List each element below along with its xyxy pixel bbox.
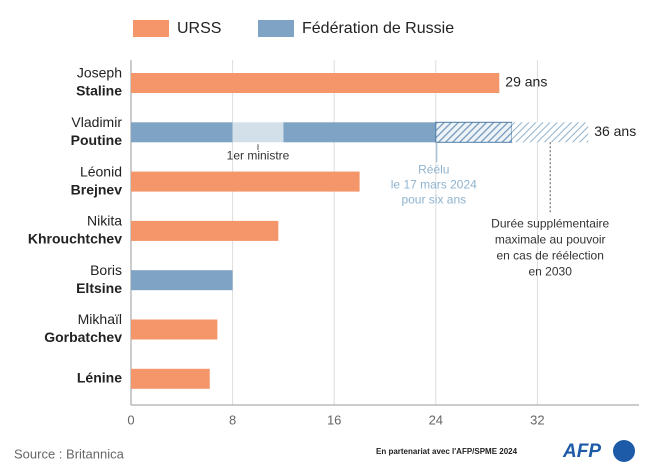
first-name: Léonid	[80, 163, 122, 179]
annotation: en 2030	[529, 264, 573, 278]
bar-segment	[131, 122, 233, 143]
x-tick-label: 0	[127, 412, 134, 427]
bar	[131, 270, 233, 291]
first-name: Vladimir	[71, 114, 122, 130]
x-tick-label: 32	[530, 412, 544, 427]
annotation: pour six ans	[401, 192, 466, 206]
legend-label: URSS	[177, 20, 221, 37]
annotation: maximale au pouvoir	[495, 232, 606, 246]
last-name: Brejnev	[71, 181, 123, 197]
bar	[131, 220, 279, 241]
annotation: 1er ministre	[227, 148, 290, 162]
annotation: Réélu	[418, 162, 449, 176]
x-tick-label: 24	[429, 412, 443, 427]
annotation: le 17 mars 2024	[391, 177, 477, 191]
bar	[131, 368, 210, 389]
last-name: Lénine	[77, 370, 122, 386]
partner: En partenariat avec l'AFP/SPME 2024	[376, 447, 518, 456]
first-name: Mikhaïl	[78, 311, 122, 327]
x-tick-label: 16	[327, 412, 341, 427]
logo-circle	[613, 440, 635, 462]
bar	[131, 73, 500, 93]
legend-label: Fédération de Russie	[302, 20, 454, 37]
bar	[131, 319, 218, 340]
legend-swatch	[258, 20, 294, 37]
total-label: 36 ans	[594, 123, 636, 139]
first-name: Joseph	[77, 65, 122, 81]
annotation: Durée supplémentaire	[491, 216, 609, 230]
last-name: Gorbatchev	[44, 329, 122, 345]
bar-segment	[232, 122, 284, 143]
first-name: Boris	[90, 262, 122, 278]
bar-segment	[283, 122, 436, 143]
bar-segment	[435, 121, 513, 143]
last-name: Khrouchtchev	[28, 231, 122, 247]
annotation: en cas de réélection	[496, 248, 603, 262]
legend-swatch	[133, 20, 169, 37]
last-name: Eltsine	[76, 280, 122, 296]
last-name: Poutine	[71, 132, 123, 148]
first-name: Nikita	[87, 213, 122, 229]
logo: AFP	[562, 441, 601, 462]
value-label: 29 ans	[505, 74, 547, 90]
x-tick-label: 8	[229, 412, 236, 427]
bar	[131, 171, 360, 192]
last-name: Staline	[76, 83, 122, 99]
source: Source : Britannica	[14, 446, 125, 461]
bar-segment	[512, 122, 589, 143]
